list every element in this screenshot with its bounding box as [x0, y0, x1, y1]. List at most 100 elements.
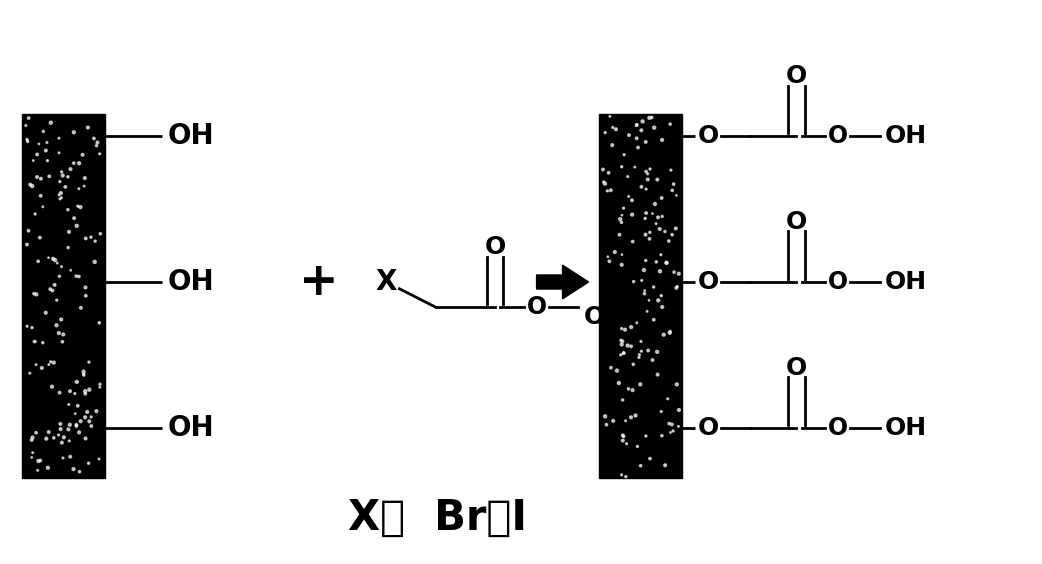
- Point: [640, 169, 656, 178]
- Point: [659, 258, 675, 267]
- Point: [637, 230, 653, 239]
- Point: [73, 303, 90, 312]
- Point: [55, 433, 72, 442]
- Point: [68, 272, 84, 281]
- Point: [597, 128, 614, 137]
- Point: [653, 291, 670, 300]
- Text: O: O: [526, 296, 547, 319]
- Point: [67, 389, 83, 398]
- Point: [49, 258, 66, 267]
- Point: [670, 422, 687, 431]
- Point: [41, 253, 57, 262]
- Point: [26, 337, 43, 346]
- Text: X：  Br、I: X： Br、I: [348, 497, 527, 539]
- Point: [628, 120, 645, 129]
- Point: [668, 283, 685, 292]
- Point: [76, 182, 93, 191]
- Point: [51, 329, 68, 338]
- Point: [77, 387, 94, 396]
- Point: [595, 165, 612, 174]
- Point: [66, 128, 82, 137]
- Point: [85, 134, 102, 143]
- Point: [82, 412, 99, 421]
- Point: [653, 431, 670, 440]
- Point: [625, 360, 642, 369]
- Text: O: O: [828, 270, 848, 294]
- Text: OH: OH: [885, 124, 926, 148]
- Point: [71, 272, 88, 281]
- Point: [638, 167, 654, 176]
- Point: [27, 337, 44, 346]
- Point: [653, 407, 670, 416]
- Point: [614, 470, 630, 479]
- Point: [53, 262, 70, 271]
- Point: [606, 248, 623, 257]
- Point: [28, 360, 45, 369]
- Point: [597, 179, 614, 188]
- Point: [666, 267, 683, 276]
- Point: [22, 180, 39, 189]
- Point: [670, 269, 687, 278]
- Point: [655, 330, 672, 339]
- Point: [623, 323, 640, 332]
- Point: [70, 202, 86, 211]
- Point: [637, 214, 653, 223]
- Point: [28, 290, 45, 299]
- Point: [598, 420, 615, 429]
- Point: [644, 209, 661, 218]
- Point: [92, 382, 108, 391]
- Point: [19, 240, 35, 249]
- Text: O: O: [786, 210, 807, 234]
- Point: [665, 180, 681, 189]
- Point: [636, 289, 652, 298]
- Point: [74, 150, 91, 159]
- Point: [66, 214, 82, 223]
- Point: [24, 182, 41, 191]
- Point: [30, 139, 47, 148]
- Point: [614, 250, 630, 259]
- Point: [67, 409, 83, 418]
- Point: [38, 308, 54, 317]
- Point: [21, 113, 38, 122]
- Point: [79, 123, 96, 132]
- Point: [24, 433, 41, 442]
- Point: [60, 425, 77, 434]
- Point: [41, 360, 57, 369]
- Point: [25, 156, 42, 165]
- Point: [644, 355, 661, 364]
- Point: [70, 401, 86, 410]
- Point: [81, 417, 98, 426]
- Point: [59, 205, 76, 214]
- Point: [27, 209, 44, 218]
- Point: [628, 134, 645, 143]
- Point: [626, 162, 643, 171]
- Point: [72, 417, 89, 426]
- Text: O: O: [786, 356, 807, 380]
- Point: [68, 420, 84, 429]
- Point: [601, 112, 618, 121]
- Point: [653, 135, 670, 144]
- Point: [628, 121, 645, 130]
- Text: X: X: [375, 268, 397, 296]
- Point: [61, 452, 78, 461]
- Point: [623, 342, 640, 351]
- Point: [28, 428, 45, 437]
- Point: [638, 138, 654, 147]
- Point: [619, 172, 636, 181]
- Point: [46, 280, 63, 289]
- Point: [77, 389, 94, 398]
- Point: [63, 266, 79, 275]
- Point: [615, 349, 631, 358]
- Point: [53, 438, 70, 447]
- Point: [33, 363, 50, 372]
- Point: [656, 461, 673, 470]
- Point: [77, 434, 94, 443]
- Point: [40, 463, 56, 472]
- Point: [30, 257, 47, 266]
- Point: [35, 127, 52, 136]
- Point: [642, 228, 659, 237]
- Point: [650, 213, 667, 222]
- Point: [645, 315, 662, 324]
- Point: [619, 341, 636, 350]
- Point: [624, 210, 641, 219]
